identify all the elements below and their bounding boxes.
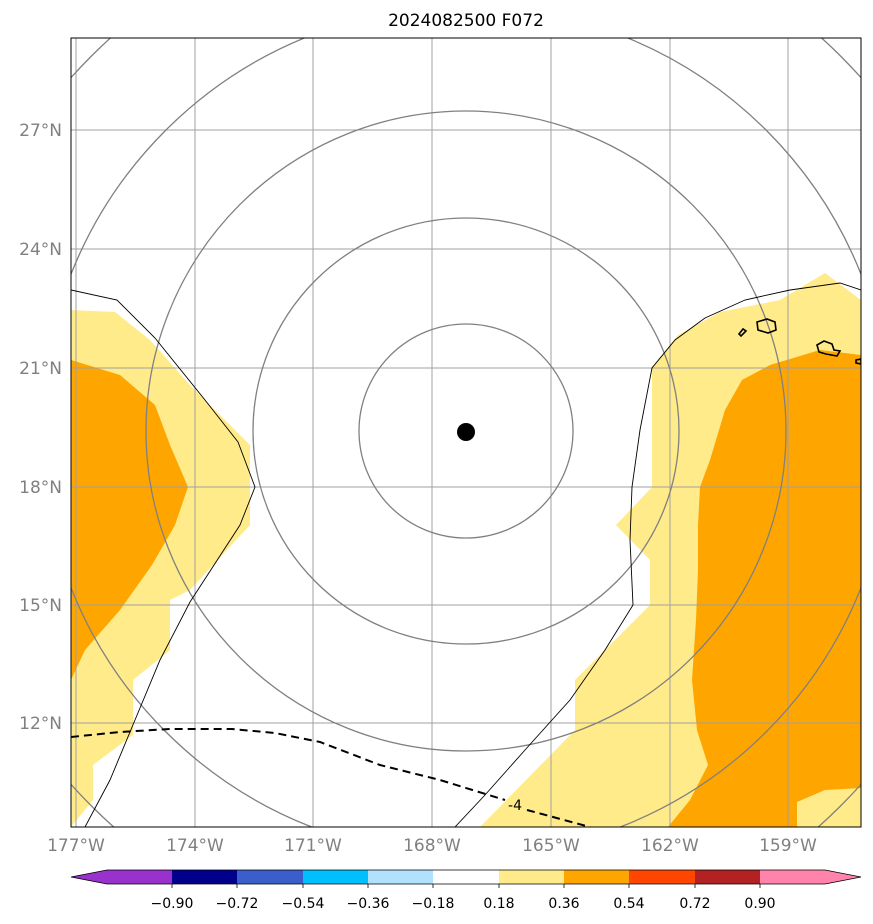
colorbar-swatch: [433, 870, 499, 884]
colorbar-tick-label: −0.72: [216, 896, 259, 912]
dashed-contour-group: -4: [71, 728, 591, 827]
fill-east-medium: [668, 350, 861, 827]
dashed-contour: [71, 728, 591, 827]
lat-label: 21°N: [19, 359, 62, 379]
lon-label: 165°W: [522, 836, 580, 856]
lon-label: 171°W: [284, 836, 342, 856]
colorbar-swatch: [368, 870, 433, 884]
storm-center-marker: [457, 423, 475, 441]
lon-label: 162°W: [641, 836, 699, 856]
solid-contours: [71, 282, 861, 827]
map-border: [70, 37, 862, 828]
colorbar-swatch: [303, 870, 368, 884]
range-ring-3: [145, 110, 787, 752]
colorbar-tick-label: −0.54: [282, 896, 325, 912]
colorbar-tick-label: 0.18: [483, 896, 514, 912]
map-title: 2024082500 F072: [388, 11, 544, 31]
colorbar-tick-label: 0.36: [548, 896, 579, 912]
range-ring-1: [358, 323, 574, 539]
lon-label: 174°W: [166, 836, 224, 856]
lon-labels: 177°W 174°W 171°W 168°W 165°W 162°W 159°…: [47, 836, 817, 856]
island-oahu: [816, 340, 842, 357]
lat-label: 15°N: [19, 596, 62, 616]
contour-west: [71, 289, 256, 827]
colorbar-extend-high: [825, 870, 861, 884]
colorbar-swatch: [499, 870, 564, 884]
lat-label: 18°N: [19, 478, 62, 498]
colorbar-tick-label: 0.54: [613, 896, 644, 912]
colorbar-swatch: [695, 870, 760, 884]
colorbar: −0.90 −0.72 −0.54 −0.36 −0.18 0.18 0.36 …: [70, 869, 862, 912]
lat-labels: 27°N 24°N 21°N 18°N 15°N 12°N: [19, 121, 62, 734]
colorbar-swatch: [564, 870, 629, 884]
colorbar-tick-label: −0.36: [347, 896, 390, 912]
lon-label: 159°W: [759, 836, 817, 856]
lat-label: 24°N: [19, 240, 62, 260]
colorbar-tick-labels: −0.90 −0.72 −0.54 −0.36 −0.18 0.18 0.36 …: [151, 896, 776, 912]
colorbar-tick-label: 0.90: [744, 896, 775, 912]
colorbar-swatch: [760, 870, 825, 884]
island-kauai: [756, 318, 777, 334]
range-ring-2: [252, 217, 680, 645]
colorbar-ticks: [171, 884, 761, 888]
colorbar-tick-label: −0.18: [412, 896, 455, 912]
dashed-contour-label: -4: [508, 798, 522, 814]
gridlines: [71, 38, 861, 827]
island-niihau: [737, 327, 748, 338]
colorbar-swatch: [172, 870, 237, 884]
fill-west-medium: [71, 360, 188, 680]
colorbar-swatch: [237, 870, 303, 884]
island-coastlines: [737, 318, 861, 365]
colorbar-tick-label: −0.90: [151, 896, 194, 912]
lat-label: 27°N: [19, 121, 62, 141]
lon-label: 168°W: [403, 836, 461, 856]
colorbar-swatch: [107, 870, 172, 884]
colorbar-swatch: [629, 870, 695, 884]
colorbar-tick-label: 0.72: [679, 896, 710, 912]
lon-label: 177°W: [47, 836, 105, 856]
colorbar-outline: [70, 869, 862, 885]
fill-east-corner-light: [797, 788, 861, 827]
island-molokai: [855, 358, 861, 365]
anomaly-fill-west: [71, 310, 250, 827]
contour-east: [454, 282, 861, 827]
colorbar-extend-low: [71, 870, 107, 884]
lat-label: 12°N: [19, 714, 62, 734]
